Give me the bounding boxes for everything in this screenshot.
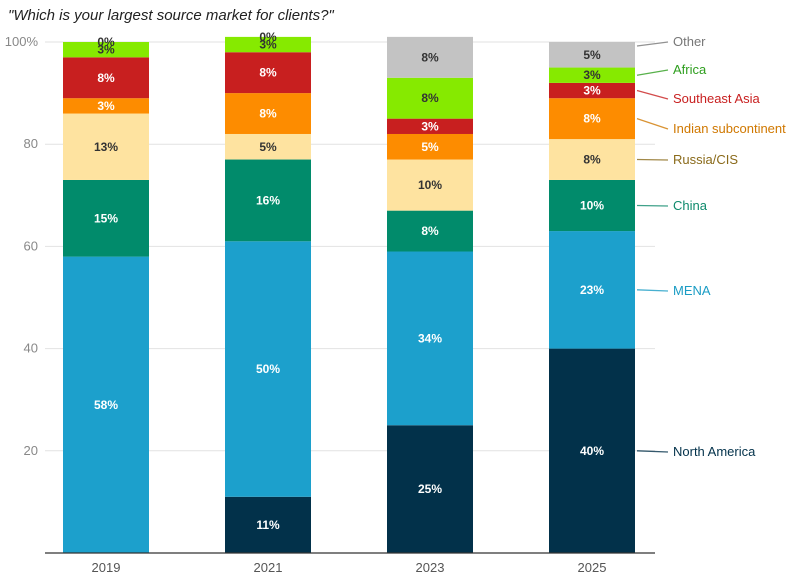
legend-label-north-america: North America bbox=[673, 444, 756, 459]
bar-segment-2021-china bbox=[225, 159, 311, 242]
data-label-2019-other: 0% bbox=[97, 35, 115, 49]
data-label-2025-other: 5% bbox=[583, 48, 601, 62]
legend-connector-southeast-asia bbox=[636, 89, 669, 100]
data-label-2021-africa: 3% bbox=[259, 38, 277, 52]
legend-connector-africa bbox=[636, 69, 669, 76]
bar-segment-2025-other bbox=[549, 42, 635, 68]
legend-connector-north-america bbox=[636, 450, 669, 453]
data-label-2025-north-america: 40% bbox=[580, 444, 604, 458]
y-axis: 20 40 60 80 100% bbox=[5, 34, 39, 458]
data-label-2021-southeast-asia: 8% bbox=[259, 66, 277, 80]
data-label-2019-southeast-asia: 8% bbox=[97, 71, 115, 85]
data-label-2023-russia-cis: 10% bbox=[418, 178, 442, 192]
bar-segment-2023-china bbox=[387, 210, 473, 252]
data-label-2025-southeast-asia: 3% bbox=[583, 84, 601, 98]
data-label-2019-mena: 58% bbox=[94, 398, 118, 412]
bar-segment-2023-russia-cis bbox=[387, 159, 473, 211]
bar-segment-2021-mena bbox=[225, 241, 311, 497]
x-axis: 2019 2021 2023 2025 bbox=[45, 552, 655, 575]
legend-label-southeast-asia: Southeast Asia bbox=[673, 91, 760, 106]
bar-segment-2021-southeast-asia bbox=[225, 52, 311, 94]
data-label-2023-southeast-asia: 3% bbox=[421, 119, 439, 133]
bar-segment-2025-north-america bbox=[549, 348, 635, 553]
legend-label-indian-subcontinent: Indian subcontinent bbox=[673, 121, 786, 136]
data-label-2021-mena: 50% bbox=[256, 362, 280, 376]
bar-segment-2019-africa bbox=[63, 42, 149, 58]
bar-segment-2021-indian-subcontinent bbox=[225, 93, 311, 134]
data-label-2019-indian-subcontinent: 3% bbox=[97, 99, 115, 113]
legend-label-china: China bbox=[673, 198, 708, 213]
data-label-2023-north-america: 25% bbox=[418, 482, 442, 496]
bar-segment-2019-china bbox=[63, 179, 149, 257]
data-label-2021-other: 0% bbox=[259, 30, 277, 44]
y-tick-label-60: 60 bbox=[24, 238, 38, 253]
bar-segment-2021-russia-cis bbox=[225, 133, 311, 160]
y-tick-label-20: 20 bbox=[24, 443, 38, 458]
data-label-2025-indian-subcontinent: 8% bbox=[583, 112, 601, 126]
legend-label-russia-cis: Russia/CIS bbox=[673, 152, 738, 167]
bar-segment-2019-southeast-asia bbox=[63, 57, 149, 99]
legend-connector-other bbox=[636, 41, 669, 47]
bar-segment-2025-russia-cis bbox=[549, 139, 635, 180]
data-label-2025-africa: 3% bbox=[583, 68, 601, 82]
bar-segment-2025-southeast-asia bbox=[549, 82, 635, 99]
y-tick-label-100: 100% bbox=[5, 34, 39, 49]
bar-segment-2025-indian-subcontinent bbox=[549, 98, 635, 140]
data-label-2023-mena: 34% bbox=[418, 331, 442, 345]
data-label-2021-china: 16% bbox=[256, 193, 280, 207]
chart-title: "Which is your largest source market for… bbox=[8, 7, 334, 24]
bar-segment-2019-indian-subcontinent bbox=[63, 98, 149, 114]
bar-segment-2021-north-america bbox=[225, 496, 311, 553]
legend-label-mena: MENA bbox=[673, 283, 711, 298]
bar-segment-2023-north-america bbox=[387, 425, 473, 553]
bar-segment-2023-mena bbox=[387, 251, 473, 426]
bars: 0%58%15%13%3%8%3%0%11%50%16%5%8%8%3%0%25… bbox=[63, 30, 635, 560]
data-label-2021-indian-subcontinent: 8% bbox=[259, 107, 277, 121]
x-tick-label-2019: 2019 bbox=[92, 560, 121, 575]
bar-segment-2019-mena bbox=[63, 256, 149, 553]
data-label-2019-africa: 3% bbox=[97, 43, 115, 57]
y-tick-label-40: 40 bbox=[24, 341, 38, 356]
bar-segment-2025-china bbox=[549, 179, 635, 232]
bar-segment-2025-mena bbox=[549, 231, 635, 349]
y-tick-label-80: 80 bbox=[24, 136, 38, 151]
legend: North America MENA China Russia/CIS Indian s… bbox=[636, 34, 786, 459]
bar-segment-2023-indian-subcontinent bbox=[387, 133, 473, 160]
data-label-2021-russia-cis: 5% bbox=[259, 140, 277, 154]
x-tick-label-2021: 2021 bbox=[254, 560, 283, 575]
x-tick-label-2023: 2023 bbox=[416, 560, 445, 575]
bar-segment-2023-southeast-asia bbox=[387, 118, 473, 134]
data-label-2019-russia-cis: 13% bbox=[94, 140, 118, 154]
bar-segment-2019-russia-cis bbox=[63, 113, 149, 180]
data-label-2025-mena: 23% bbox=[580, 283, 604, 297]
x-tick-label-2025: 2025 bbox=[578, 560, 607, 575]
bar-segment-2021-africa bbox=[225, 36, 311, 53]
bar-segment-2023-other bbox=[387, 36, 473, 78]
data-label-2021-north-america: 11% bbox=[256, 518, 280, 532]
data-label-2025-china: 10% bbox=[580, 199, 604, 213]
data-label-2023-china: 8% bbox=[421, 224, 439, 238]
legend-connector-mena bbox=[636, 289, 669, 292]
data-label-2023-africa: 8% bbox=[421, 91, 439, 105]
data-label-2023-other: 8% bbox=[421, 50, 439, 64]
data-label-2019-china: 15% bbox=[94, 211, 118, 225]
bar-segment-2023-africa bbox=[387, 77, 473, 119]
legend-connector-indian-subcontinent bbox=[636, 118, 669, 130]
bar-segment-2025-africa bbox=[549, 67, 635, 83]
legend-label-africa: Africa bbox=[673, 62, 707, 77]
data-label-2025-russia-cis: 8% bbox=[583, 153, 601, 167]
legend-label-other: Other bbox=[673, 34, 706, 49]
data-label-2023-indian-subcontinent: 5% bbox=[421, 140, 439, 154]
